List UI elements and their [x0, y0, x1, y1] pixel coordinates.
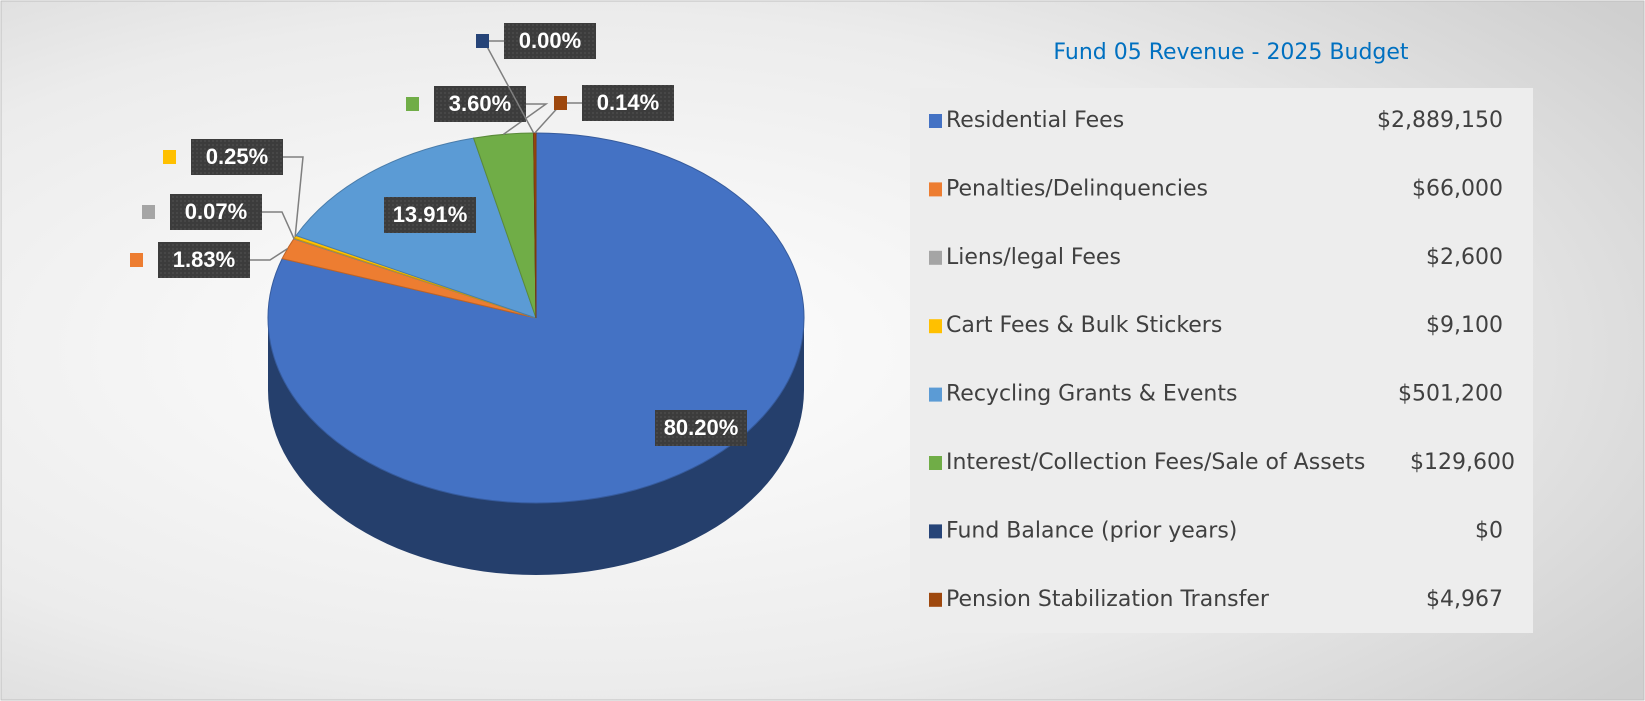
legend-swatch — [929, 524, 942, 539]
data-labels: 80.20% 1.83% 0.07% 0.25% 13.91% 3.60% 0.00% 0.1… — [130, 23, 747, 446]
label-box — [655, 410, 747, 446]
label-box — [504, 23, 596, 59]
data-label: 0.07% — [185, 199, 247, 224]
legend-amount: $2,600 — [1426, 245, 1503, 270]
legend: Residential Fees $2,889,150 Penalties/Deli… — [929, 108, 1515, 612]
data-label: 80.20% — [664, 415, 739, 440]
data-label: 0.00% — [519, 28, 581, 53]
legend-amount: $9,100 — [1426, 313, 1503, 338]
leader-line — [283, 156, 304, 237]
label-box — [158, 242, 250, 278]
legend-amount: $129,600 — [1410, 450, 1515, 475]
leader-line — [262, 211, 295, 239]
label-box — [170, 194, 262, 230]
leader-line — [250, 248, 288, 261]
legend-label: Residential Fees — [946, 108, 1124, 133]
legend-amount: $501,200 — [1398, 382, 1503, 407]
pie-side — [268, 318, 804, 575]
legend-label: Penalties/Delinquencies — [946, 176, 1208, 201]
label-box — [384, 197, 476, 233]
label-swatch — [163, 150, 176, 164]
label-swatch — [476, 34, 489, 48]
pie — [267, 132, 805, 575]
legend-label: Interest/Collection Fees/Sale of Assets — [946, 450, 1365, 475]
data-label: 1.83% — [173, 247, 235, 272]
legend-swatch — [929, 456, 942, 470]
legend-amount: $0 — [1475, 518, 1503, 543]
legend-swatch — [929, 387, 942, 402]
label-swatch — [130, 253, 143, 267]
legend-label: Liens/legal Fees — [946, 245, 1121, 270]
label-box — [582, 85, 674, 121]
legend-swatch — [929, 319, 942, 334]
data-label: 0.25% — [206, 144, 268, 169]
legend-label: Pension Stabilization Transfer — [946, 587, 1270, 612]
legend-label: Recycling Grants & Events — [946, 382, 1237, 407]
legend-amount: $66,000 — [1412, 176, 1503, 201]
legend-panel — [910, 88, 1533, 633]
label-swatch — [406, 97, 419, 111]
legend-swatch — [929, 250, 942, 265]
data-label: 0.14% — [597, 90, 659, 115]
data-label: 13.91% — [393, 202, 468, 227]
label-swatch — [554, 96, 567, 110]
legend-swatch — [929, 114, 942, 128]
label-swatch — [142, 205, 155, 219]
legend-swatch — [929, 592, 942, 607]
chart-title: Fund 05 Revenue - 2025 Budget — [1053, 40, 1409, 65]
legend-amount: $2,889,150 — [1377, 108, 1503, 133]
legend-label: Fund Balance (prior years) — [946, 518, 1237, 543]
legend-swatch — [929, 182, 942, 197]
legend-label: Cart Fees & Bulk Stickers — [946, 313, 1222, 338]
leader-line — [502, 103, 549, 135]
data-label: 3.60% — [449, 91, 511, 116]
label-box — [191, 139, 283, 175]
legend-amount: $4,967 — [1426, 587, 1503, 612]
